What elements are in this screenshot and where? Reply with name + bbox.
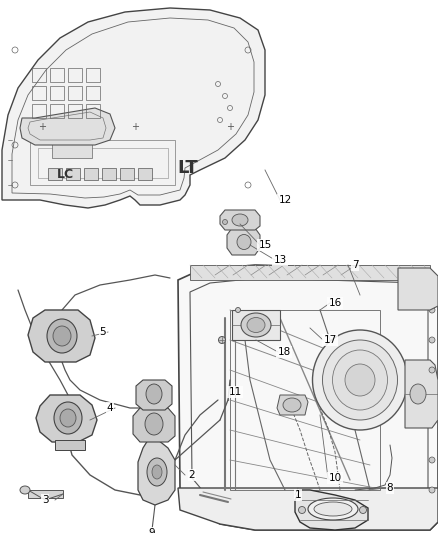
Text: 5: 5 xyxy=(100,327,106,337)
Ellipse shape xyxy=(312,330,407,430)
Text: 4: 4 xyxy=(107,403,113,413)
Text: 13: 13 xyxy=(273,255,286,265)
Ellipse shape xyxy=(53,326,71,346)
Ellipse shape xyxy=(345,364,375,396)
Bar xyxy=(86,68,100,82)
Polygon shape xyxy=(133,408,175,442)
Bar xyxy=(84,168,98,180)
Text: +: + xyxy=(226,122,234,132)
Polygon shape xyxy=(178,265,438,530)
Text: +: + xyxy=(131,122,139,132)
Ellipse shape xyxy=(20,486,30,494)
Ellipse shape xyxy=(236,308,240,312)
Bar xyxy=(102,168,116,180)
Text: 16: 16 xyxy=(328,298,342,308)
Text: 10: 10 xyxy=(328,473,342,483)
Text: 9: 9 xyxy=(148,528,155,533)
Text: 3: 3 xyxy=(42,495,48,505)
Polygon shape xyxy=(398,268,438,310)
Polygon shape xyxy=(227,228,260,255)
Ellipse shape xyxy=(283,398,301,412)
Bar xyxy=(138,168,152,180)
Ellipse shape xyxy=(47,319,77,353)
Text: 18: 18 xyxy=(277,347,291,357)
Bar xyxy=(68,68,82,82)
Bar xyxy=(50,104,64,118)
Bar xyxy=(48,168,62,180)
Text: +: + xyxy=(38,122,46,132)
Ellipse shape xyxy=(223,220,227,224)
Text: 12: 12 xyxy=(279,195,292,205)
Text: LC: LC xyxy=(57,168,74,182)
Polygon shape xyxy=(405,360,438,428)
Polygon shape xyxy=(295,490,368,530)
Bar xyxy=(55,440,85,450)
Ellipse shape xyxy=(410,384,426,404)
Polygon shape xyxy=(136,380,172,410)
Polygon shape xyxy=(232,310,280,340)
Ellipse shape xyxy=(299,506,305,513)
Bar xyxy=(86,86,100,100)
Ellipse shape xyxy=(429,337,435,343)
Polygon shape xyxy=(138,440,175,505)
Text: 17: 17 xyxy=(323,335,337,345)
Bar xyxy=(50,68,64,82)
Polygon shape xyxy=(220,210,260,230)
Ellipse shape xyxy=(145,413,163,435)
Ellipse shape xyxy=(152,465,162,479)
Bar xyxy=(32,86,46,100)
Text: 1: 1 xyxy=(295,490,301,500)
Polygon shape xyxy=(28,310,95,362)
Bar xyxy=(32,68,46,82)
Ellipse shape xyxy=(332,350,388,410)
Polygon shape xyxy=(190,265,430,280)
Ellipse shape xyxy=(147,458,167,486)
Bar xyxy=(66,168,80,180)
Ellipse shape xyxy=(360,506,367,513)
Polygon shape xyxy=(20,108,115,145)
Ellipse shape xyxy=(54,402,82,434)
Ellipse shape xyxy=(322,340,398,420)
Bar xyxy=(28,490,63,498)
Ellipse shape xyxy=(314,502,352,516)
Bar xyxy=(68,86,82,100)
Ellipse shape xyxy=(247,318,265,333)
Polygon shape xyxy=(178,488,438,530)
Ellipse shape xyxy=(308,498,358,520)
Text: 7: 7 xyxy=(352,260,358,270)
Bar xyxy=(32,104,46,118)
Polygon shape xyxy=(277,395,308,415)
Text: 11: 11 xyxy=(228,387,242,397)
Text: 8: 8 xyxy=(387,483,393,493)
Ellipse shape xyxy=(429,367,435,373)
Polygon shape xyxy=(36,395,97,442)
Text: 15: 15 xyxy=(258,240,272,250)
Ellipse shape xyxy=(237,235,251,249)
Bar xyxy=(120,168,134,180)
Polygon shape xyxy=(2,8,265,208)
Ellipse shape xyxy=(429,307,435,313)
Ellipse shape xyxy=(429,457,435,463)
Bar xyxy=(50,86,64,100)
Bar xyxy=(68,104,82,118)
Polygon shape xyxy=(52,142,92,158)
Ellipse shape xyxy=(241,313,271,337)
Ellipse shape xyxy=(219,336,226,343)
Ellipse shape xyxy=(146,384,162,404)
Ellipse shape xyxy=(429,487,435,493)
Ellipse shape xyxy=(60,409,76,427)
Text: 2: 2 xyxy=(189,470,195,480)
Text: LT: LT xyxy=(178,159,198,177)
Bar xyxy=(86,104,100,118)
Ellipse shape xyxy=(232,214,248,226)
